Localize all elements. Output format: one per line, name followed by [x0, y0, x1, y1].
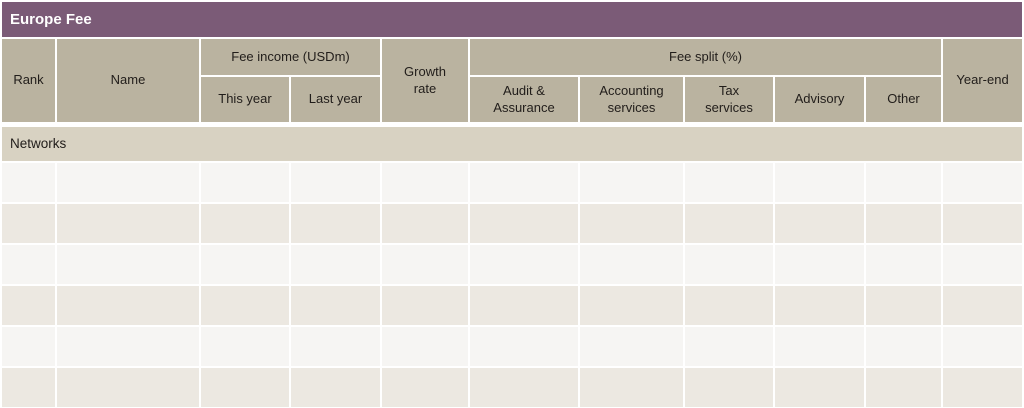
- table-cell: [943, 368, 1023, 407]
- table-cell: [866, 245, 941, 284]
- table-cell: [2, 245, 55, 284]
- col-header-growth-rate: Growth rate: [382, 39, 468, 122]
- col-header-tax-services: Tax services: [685, 77, 773, 122]
- table-cell: [775, 327, 864, 366]
- table-cell: [580, 245, 683, 284]
- table-cell: [775, 286, 864, 325]
- table-cell: [470, 163, 578, 202]
- table-cell: [57, 245, 199, 284]
- table-cell: [382, 368, 468, 407]
- table-cell: [470, 368, 578, 407]
- col-group-fee-income: Fee income (USDm): [201, 39, 380, 75]
- table-cell: [201, 245, 289, 284]
- table-cell: [943, 163, 1023, 202]
- col-header-name: Name: [57, 39, 199, 122]
- table-cell: [382, 163, 468, 202]
- table-cell: [580, 204, 683, 243]
- table-cell: [470, 327, 578, 366]
- table-cell: [866, 286, 941, 325]
- col-header-year-end: Year-end: [943, 39, 1023, 122]
- table-cell: [291, 368, 380, 407]
- table-cell: [201, 327, 289, 366]
- header-row-groups: Rank Name Fee income (USDm) Growth rate …: [2, 39, 1023, 122]
- table-cell: [2, 327, 55, 366]
- table-cell: [866, 163, 941, 202]
- col-header-this-year: This year: [201, 77, 289, 122]
- table-cell: [580, 163, 683, 202]
- table-row: [2, 368, 1023, 407]
- table-cell: [291, 204, 380, 243]
- table-cell: [685, 163, 773, 202]
- table-cell: [866, 327, 941, 366]
- table-row: [2, 286, 1023, 325]
- table-cell: [291, 163, 380, 202]
- table-cell: [201, 163, 289, 202]
- col-header-advisory: Advisory: [775, 77, 864, 122]
- table-cell: [201, 286, 289, 325]
- header-row-subcolumns: This year Last year Audit & Assurance Ac…: [2, 77, 1022, 122]
- table-cell: [775, 204, 864, 243]
- table-title: Europe Fee: [10, 10, 92, 28]
- col-header-last-year: Last year: [291, 77, 380, 122]
- table-cell: [57, 368, 199, 407]
- section-row: Networks: [2, 124, 1023, 161]
- col-header-other: Other: [866, 77, 941, 122]
- table-cell: [382, 286, 468, 325]
- table-cell: [470, 204, 578, 243]
- table-cell: [685, 327, 773, 366]
- table-cell: [57, 327, 199, 366]
- table-cell: [685, 204, 773, 243]
- col-header-rank: Rank: [2, 39, 55, 122]
- table-cell: [685, 245, 773, 284]
- table-cell: [2, 368, 55, 407]
- table-row: [2, 327, 1023, 366]
- title-row: Europe Fee: [2, 2, 1023, 37]
- table-row: [2, 204, 1023, 243]
- table-cell: [580, 286, 683, 325]
- table-cell: [685, 368, 773, 407]
- col-group-fee-split: Fee split (%): [470, 39, 941, 75]
- table-cell: [201, 368, 289, 407]
- table-cell: [685, 286, 773, 325]
- table-cell: [382, 245, 468, 284]
- table-cell: [291, 245, 380, 284]
- table-cell: [382, 204, 468, 243]
- table-cell: [775, 245, 864, 284]
- table-body: Networks: [2, 124, 1023, 407]
- table-cell: [382, 327, 468, 366]
- table-cell: [943, 327, 1023, 366]
- table-cell: [2, 204, 55, 243]
- table-cell: [470, 286, 578, 325]
- table-cell: [470, 245, 578, 284]
- table-cell: [866, 204, 941, 243]
- table-cell: [580, 327, 683, 366]
- table-cell: [2, 163, 55, 202]
- col-header-audit-assurance: Audit & Assurance: [470, 77, 578, 122]
- table-cell: [580, 368, 683, 407]
- table-cell: [2, 286, 55, 325]
- col-header-accounting-services: Accounting services: [580, 77, 683, 122]
- table-cell: [943, 286, 1023, 325]
- table-cell: [866, 368, 941, 407]
- table-cell: [775, 368, 864, 407]
- table-cell: [57, 163, 199, 202]
- table-cell: [57, 286, 199, 325]
- table-cell: [201, 204, 289, 243]
- table-cell: [291, 286, 380, 325]
- table-cell: [943, 245, 1023, 284]
- table-cell: [57, 204, 199, 243]
- table-cell: [291, 327, 380, 366]
- section-header-networks: Networks: [2, 124, 1023, 161]
- table-title-bar: Europe Fee: [2, 2, 1023, 37]
- table-cell: [943, 204, 1023, 243]
- table-row: [2, 163, 1023, 202]
- table-row: [2, 245, 1023, 284]
- table-cell: [775, 163, 864, 202]
